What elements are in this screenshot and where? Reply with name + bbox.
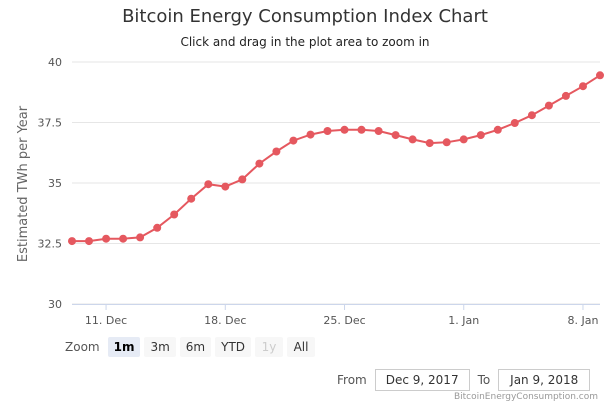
chart-plot[interactable]: 30 32.5 35 37.5 40 11. Dec 18. Dec 25. Dec 1. J… (0, 0, 610, 335)
data-point[interactable] (136, 233, 145, 242)
data-point[interactable] (391, 131, 400, 140)
x-tick-label: 11. Dec (85, 314, 127, 327)
data-point[interactable] (527, 111, 536, 120)
data-point[interactable] (68, 237, 76, 246)
y-tick-label: 32.5 (38, 238, 63, 251)
data-point[interactable] (374, 127, 383, 135)
data-point[interactable] (289, 136, 298, 145)
data-point[interactable] (102, 234, 111, 243)
y-tick-label: 37.5 (38, 117, 63, 130)
data-point[interactable] (596, 71, 604, 80)
data-point[interactable] (153, 223, 162, 232)
from-label: From (337, 373, 367, 387)
zoom-ytd-button[interactable]: YTD (215, 337, 252, 357)
zoom-3m-button[interactable]: 3m (144, 337, 176, 357)
series-line (72, 74, 601, 243)
data-point[interactable] (579, 82, 587, 91)
date-range-inputs: From Dec 9, 2017 To Jan 9, 2018 (337, 369, 598, 391)
data-point[interactable] (119, 234, 128, 243)
data-point[interactable] (272, 147, 281, 156)
x-tick-label: 1. Jan (448, 314, 479, 327)
y-axis-ticks: 30 32.5 35 37.5 40 (38, 56, 63, 311)
series-points (68, 71, 604, 246)
data-point[interactable] (476, 131, 485, 140)
gridlines (72, 61, 600, 305)
chart-subtitle: Click and drag in the plot area to zoom … (180, 35, 430, 49)
data-point[interactable] (459, 135, 468, 144)
y-axis-label: Estimated TWh per Year (16, 105, 31, 262)
data-point[interactable] (561, 91, 570, 100)
y-tick-label: 35 (48, 177, 62, 190)
data-point[interactable] (170, 210, 179, 219)
to-label: To (477, 373, 491, 387)
y-tick-label: 30 (48, 298, 62, 311)
data-point[interactable] (425, 139, 434, 148)
data-point[interactable] (255, 159, 264, 168)
zoom-6m-button[interactable]: 6m (179, 337, 212, 357)
data-point[interactable] (408, 135, 417, 144)
data-point[interactable] (544, 101, 553, 110)
data-point[interactable] (221, 182, 230, 191)
data-point[interactable] (187, 194, 196, 203)
from-date-input[interactable]: Dec 9, 2017 (374, 369, 470, 391)
zoom-all-button[interactable]: All (287, 337, 316, 357)
chart-title: Bitcoin Energy Consumption Index Chart (122, 6, 488, 27)
data-point[interactable] (204, 180, 213, 189)
data-point[interactable] (238, 175, 247, 184)
x-tick-label: 8. Jan (567, 314, 598, 327)
x-tick-label: 25. Dec (323, 314, 365, 327)
data-point[interactable] (357, 125, 366, 134)
x-axis-ticks: 11. Dec 18. Dec 25. Dec 1. Jan 8. Jan (72, 304, 600, 327)
data-point[interactable] (442, 138, 451, 147)
zoom-label: Zoom (65, 340, 100, 354)
x-tick-label: 18. Dec (204, 314, 246, 327)
y-tick-label: 40 (48, 56, 62, 69)
to-date-input[interactable]: Jan 9, 2018 (498, 369, 591, 391)
zoom-1y-button[interactable]: 1y (255, 337, 284, 357)
data-point[interactable] (85, 237, 93, 246)
data-point[interactable] (510, 119, 519, 127)
zoom-1m-button[interactable]: 1m (107, 337, 141, 357)
credits-link[interactable]: BitcoinEnergyConsumption.com (453, 392, 598, 402)
data-point[interactable] (493, 125, 502, 134)
data-point[interactable] (340, 125, 349, 134)
data-point[interactable] (306, 130, 315, 139)
data-point[interactable] (323, 127, 332, 135)
range-selector: Zoom 1m 3m 6m YTD 1y All (65, 337, 316, 357)
